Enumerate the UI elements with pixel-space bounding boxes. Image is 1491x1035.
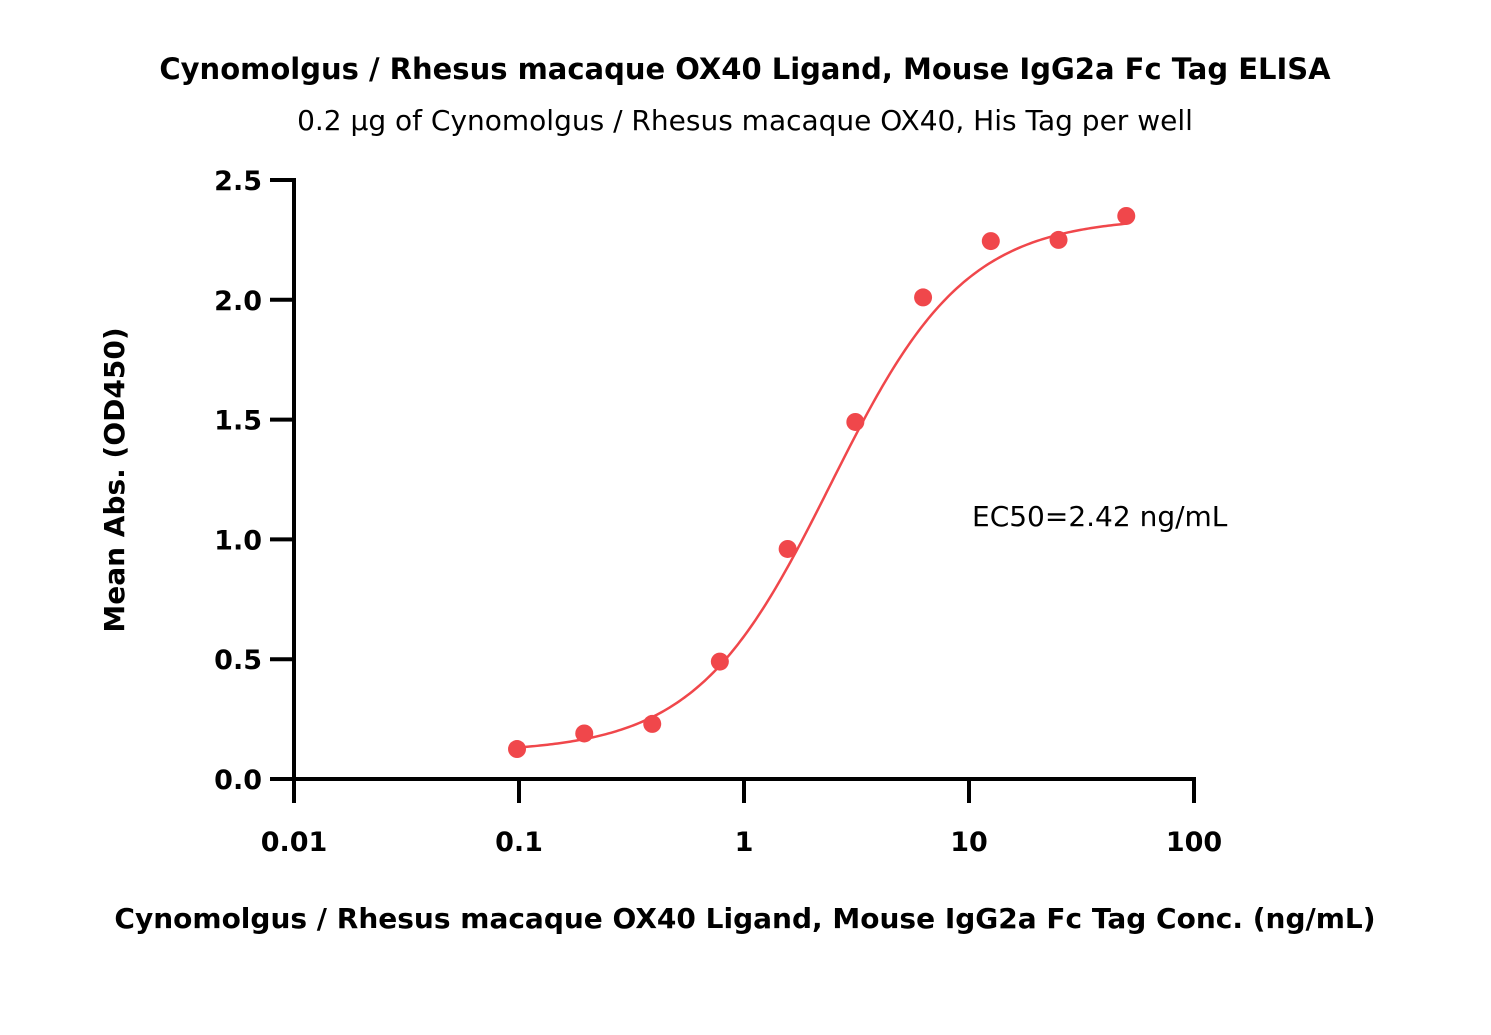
y-tick-label: 1.0: [214, 525, 262, 556]
fit-curve: [516, 222, 1127, 749]
data-point: [508, 740, 527, 759]
x-axis-label: Cynomolgus / Rhesus macaque OX40 Ligand,…: [114, 902, 1375, 935]
chart-subtitle: 0.2 µg of Cynomolgus / Rhesus macaque OX…: [297, 104, 1193, 137]
y-tick-label: 2.5: [214, 166, 262, 197]
data-point: [575, 724, 594, 743]
x-tick-label: 100: [1166, 827, 1222, 858]
data-point: [643, 714, 662, 733]
y-tick-label: 0.5: [214, 645, 262, 676]
y-tick-label: 2.0: [214, 286, 262, 317]
chart-title: Cynomolgus / Rhesus macaque OX40 Ligand,…: [159, 52, 1331, 86]
data-point: [710, 652, 729, 671]
data-point: [1049, 230, 1068, 249]
data-point: [981, 232, 1000, 251]
data-point: [846, 412, 865, 431]
data-point: [914, 288, 933, 307]
y-tick-label: 0.0: [214, 765, 262, 796]
data-point: [778, 539, 797, 558]
fit-curve-layer: [516, 222, 1127, 749]
axes: 0.0 0.5 1.0 1.5 2.0 2.5 0.01 0.1 1 10 100: [214, 166, 1222, 858]
ec50-annotation: EC50=2.42 ng/mL: [972, 500, 1228, 533]
y-axis-label: Mean Abs. (OD450): [98, 327, 131, 632]
y-tick-label: 1.5: [214, 406, 262, 437]
x-tick-label: 0.01: [261, 827, 328, 858]
x-tick-label: 10: [950, 827, 988, 858]
data-points-layer: [508, 206, 1136, 759]
data-point: [1117, 206, 1136, 225]
x-tick-label: 0.1: [495, 827, 543, 858]
x-tick-label: 1: [735, 827, 754, 858]
